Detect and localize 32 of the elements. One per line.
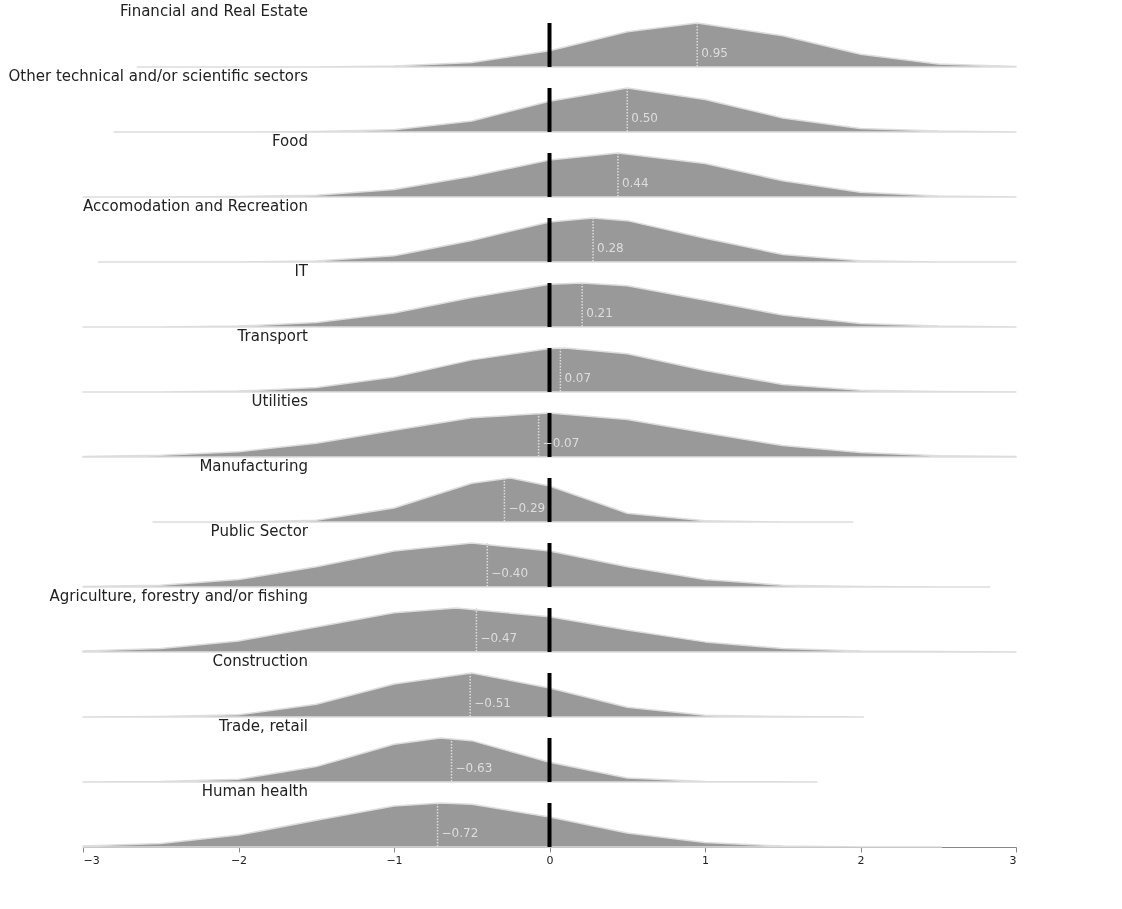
x-tick-label: 2 (857, 853, 865, 867)
chart-title: Construction (212, 652, 308, 670)
ref-line-label: 0.21 (586, 306, 613, 320)
ref-line-label: −0.51 (474, 696, 511, 710)
x-tick-label: −2 (230, 853, 248, 867)
chart-title: Food (272, 132, 308, 150)
chart-title: Other technical and/or scientific sectors (8, 67, 309, 85)
x-tick-label: −1 (386, 853, 403, 867)
x-tick-label: 1 (702, 853, 709, 867)
ref-line-label: 0.07 (564, 371, 592, 385)
ref-line-label: −0.40 (491, 566, 529, 580)
chart-title: Human health (201, 782, 308, 800)
ref-line-label: 0.44 (621, 176, 649, 190)
chart-title: IT (294, 262, 309, 280)
ref-line-label: −0.29 (508, 501, 546, 515)
chart-title: Trade, retail (217, 717, 308, 735)
ref-line-label: −0.63 (455, 761, 493, 775)
chart-title: Utilities (251, 392, 309, 410)
chart-title: Accomodation and Recreation (83, 197, 308, 215)
ref-line-label: 0.95 (701, 46, 728, 60)
chart-title: Public Sector (210, 522, 309, 540)
x-tick-label: −3 (83, 853, 100, 867)
ref-line-label: −0.72 (441, 826, 479, 840)
ref-line-label: 0.50 (631, 111, 658, 125)
chart-title: Manufacturing (199, 457, 308, 475)
chart-title: Transport (236, 327, 309, 345)
ref-line-label: −0.47 (480, 631, 518, 645)
x-tick-label: 3 (1009, 853, 1017, 867)
chart-title: Financial and Real Estate (119, 2, 308, 20)
x-tick-label: 0 (546, 853, 554, 867)
ref-line-label: 0.28 (597, 241, 624, 255)
chart-title: Agriculture, forestry and/or fishing (49, 587, 308, 605)
